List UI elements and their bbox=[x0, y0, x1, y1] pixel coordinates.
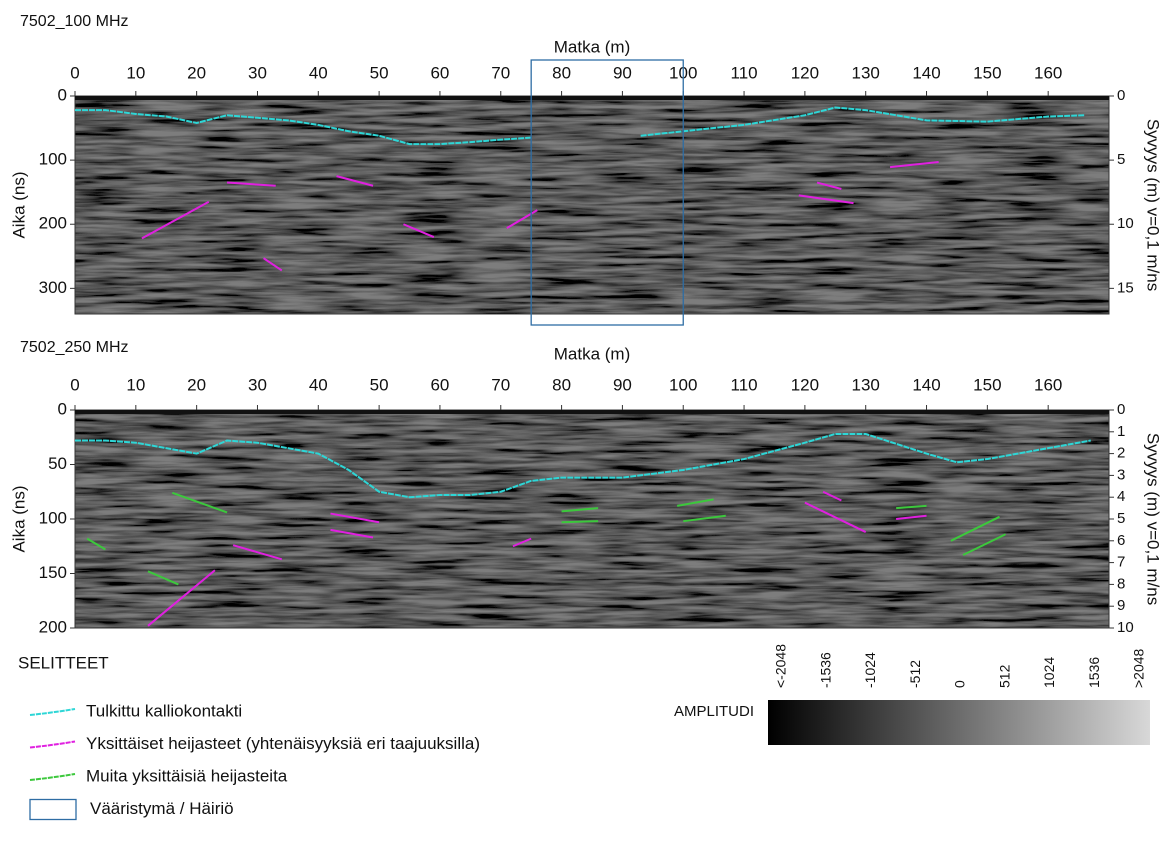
x-tick-label: 110 bbox=[731, 375, 758, 394]
x-tick-label: 50 bbox=[370, 375, 389, 394]
legend-title: SELITTEET bbox=[18, 653, 109, 672]
colorbar-tick-label: -1536 bbox=[817, 652, 833, 688]
x-tick-label: 20 bbox=[187, 63, 206, 82]
x-tick-label: 40 bbox=[309, 375, 328, 394]
legend-label: Muita yksittäisiä heijasteita bbox=[86, 766, 288, 785]
x-tick-label: 160 bbox=[1034, 375, 1062, 394]
legend-swatch bbox=[29, 740, 76, 749]
y2-tick-label: 4 bbox=[1117, 488, 1125, 505]
y2-tick-label: 9 bbox=[1117, 597, 1125, 614]
x-tick-label: 80 bbox=[552, 63, 571, 82]
colorbar-tick-label: -512 bbox=[907, 660, 923, 688]
y2-tick-label: 2 bbox=[1117, 445, 1125, 462]
distortion-box bbox=[530, 59, 684, 326]
x-tick-label: 100 bbox=[669, 375, 697, 394]
x-tick-label: 80 bbox=[552, 375, 571, 394]
interpretation-line bbox=[86, 491, 1007, 586]
x-axis-label: Matka (m) bbox=[554, 344, 631, 363]
x-tick-label: 30 bbox=[248, 375, 267, 394]
x-tick-label: 20 bbox=[187, 375, 206, 394]
x-tick-label: 40 bbox=[309, 63, 328, 82]
y-tick-label: 100 bbox=[39, 508, 67, 527]
legend-swatch bbox=[29, 773, 76, 781]
colorbar bbox=[768, 700, 1150, 745]
y2-tick-label: 0 bbox=[1117, 401, 1125, 418]
x-tick-label: 160 bbox=[1034, 63, 1062, 82]
y2-tick-label: 8 bbox=[1117, 575, 1125, 592]
x-tick-label: 70 bbox=[491, 375, 510, 394]
interpretation-line bbox=[141, 161, 939, 272]
y2-tick-label: 5 bbox=[1117, 510, 1125, 527]
legend-swatch bbox=[29, 708, 76, 716]
y-tick-label: 0 bbox=[58, 85, 67, 104]
colorbar-tick-label: 1024 bbox=[1041, 657, 1057, 688]
y2-axis-label: Syvyys (m) v=0,1 m/ns bbox=[1144, 119, 1163, 291]
y2-tick-label: 15 bbox=[1117, 279, 1134, 296]
x-tick-label: 140 bbox=[912, 375, 940, 394]
colorbar-tick-label: 0 bbox=[952, 680, 968, 688]
x-tick-label: 90 bbox=[613, 375, 632, 394]
y2-tick-label: 0 bbox=[1117, 87, 1125, 104]
legend-swatch bbox=[29, 798, 77, 821]
x-tick-label: 110 bbox=[731, 63, 758, 82]
y2-tick-label: 3 bbox=[1117, 466, 1125, 483]
legend-label: Yksittäiset heijasteet (yhtenäisyyksiä e… bbox=[86, 734, 480, 753]
x-tick-label: 150 bbox=[973, 63, 1001, 82]
x-tick-label: 10 bbox=[126, 375, 145, 394]
radargram-image bbox=[75, 96, 1109, 314]
y2-tick-label: 1 bbox=[1117, 423, 1125, 440]
x-tick-label: 0 bbox=[70, 375, 79, 394]
x-tick-label: 30 bbox=[248, 63, 267, 82]
x-tick-label: 0 bbox=[70, 63, 79, 82]
y2-axis-label: Syvyys (m) v=0,1 m/ns bbox=[1144, 433, 1163, 605]
y2-tick-label: 5 bbox=[1117, 151, 1125, 168]
colorbar-tick-label: -1024 bbox=[862, 652, 878, 688]
colorbar-tick-label: >2048 bbox=[1131, 648, 1147, 688]
chart-title: 7502_250 MHz bbox=[20, 339, 129, 356]
x-tick-label: 120 bbox=[791, 63, 819, 82]
x-tick-label: 60 bbox=[430, 375, 449, 394]
x-tick-label: 120 bbox=[791, 375, 819, 394]
colorbar-tick-label: <-2048 bbox=[773, 644, 789, 688]
x-tick-label: 70 bbox=[491, 63, 510, 82]
y-tick-label: 100 bbox=[39, 150, 67, 169]
y-axis-label: Aika (ns) bbox=[9, 485, 28, 552]
legend-label: Tulkittu kalliokontakti bbox=[86, 701, 242, 720]
x-tick-label: 150 bbox=[973, 375, 1001, 394]
x-tick-label: 130 bbox=[852, 63, 880, 82]
y-tick-label: 150 bbox=[39, 563, 67, 582]
y-tick-label: 300 bbox=[39, 278, 67, 297]
legend-label: Vääristymä / Häiriö bbox=[90, 799, 234, 818]
y2-tick-label: 10 bbox=[1117, 619, 1134, 636]
y-tick-label: 200 bbox=[39, 214, 67, 233]
x-tick-label: 140 bbox=[912, 63, 940, 82]
interpretation-line bbox=[75, 432, 1091, 499]
y-tick-label: 0 bbox=[58, 399, 67, 418]
colorbar-tick-label: 512 bbox=[996, 664, 1012, 688]
interpretation-line bbox=[147, 490, 927, 627]
y-axis-label: Aika (ns) bbox=[9, 171, 28, 238]
interpretation-line bbox=[75, 106, 1085, 146]
x-tick-label: 130 bbox=[852, 375, 880, 394]
x-tick-label: 90 bbox=[613, 63, 632, 82]
y-tick-label: 200 bbox=[39, 617, 67, 636]
colorbar-title: AMPLITUDI bbox=[674, 703, 754, 720]
colorbar-tick-label: 1536 bbox=[1086, 657, 1102, 688]
y2-tick-label: 6 bbox=[1117, 532, 1125, 549]
x-tick-label: 10 bbox=[126, 63, 145, 82]
chart-title: 7502_100 MHz bbox=[20, 13, 129, 30]
x-tick-label: 60 bbox=[430, 63, 449, 82]
y2-tick-label: 10 bbox=[1117, 215, 1134, 232]
x-tick-label: 50 bbox=[370, 63, 389, 82]
y2-tick-label: 7 bbox=[1117, 554, 1125, 571]
x-axis-label: Matka (m) bbox=[554, 37, 631, 56]
y-tick-label: 50 bbox=[48, 454, 67, 473]
radargram-image bbox=[75, 410, 1109, 628]
